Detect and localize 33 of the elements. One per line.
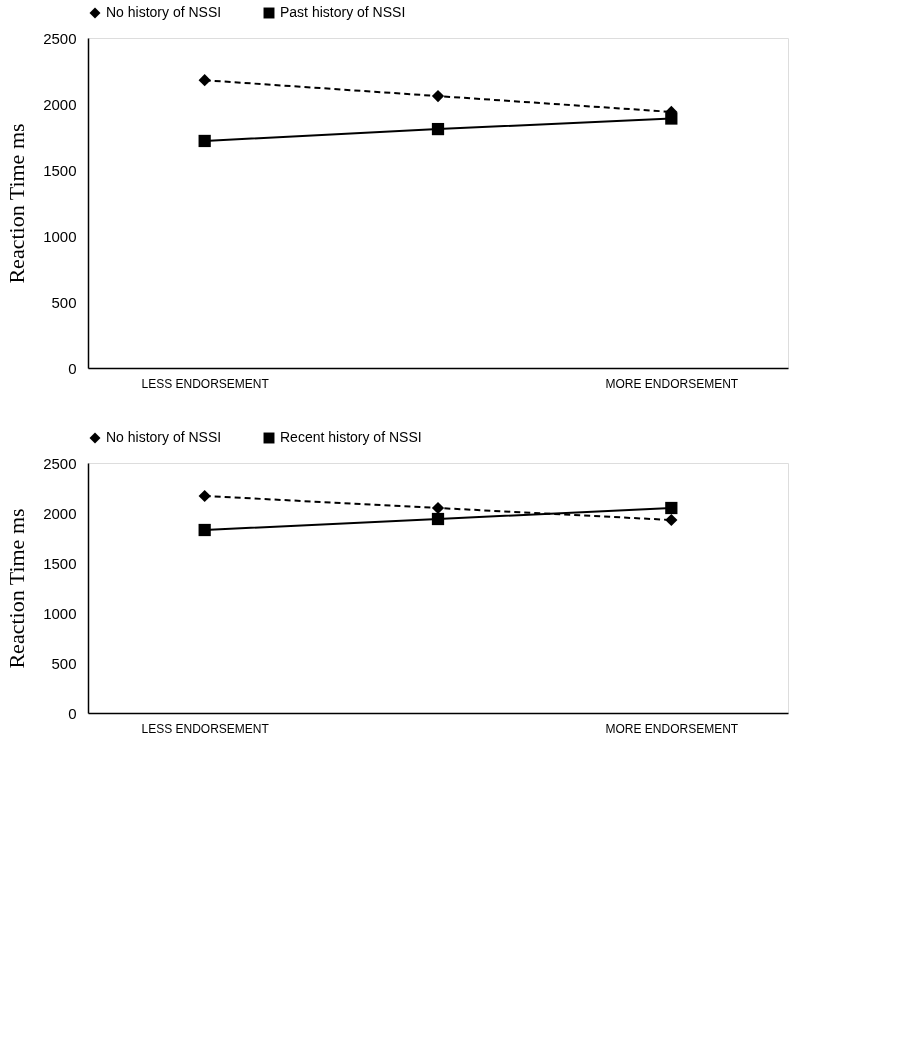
y-tick-label: 2500 <box>43 29 77 47</box>
point <box>665 112 678 125</box>
point <box>198 489 211 503</box>
point <box>665 501 678 515</box>
point <box>431 512 445 526</box>
y-tick-label: 2000 <box>43 95 77 113</box>
point <box>431 501 445 515</box>
y-tick-label: 0 <box>68 359 77 377</box>
y-tick-label: 1000 <box>43 227 77 245</box>
x-tick-label: LESS ENDORSEMENT <box>141 721 270 736</box>
y-tick-label: 2000 <box>43 504 77 522</box>
y-tick-label: 500 <box>51 293 77 311</box>
legend-label: No history of NSSI <box>106 429 222 445</box>
y-tick-label: 1500 <box>43 161 77 179</box>
y-tick-label: 0 <box>68 704 77 722</box>
y-tick-label: 500 <box>51 654 77 672</box>
y-axis-title: Reaction Time ms <box>4 123 30 284</box>
y-axis-title: Reaction Time ms <box>4 508 30 669</box>
point <box>665 513 678 527</box>
point <box>198 134 211 148</box>
y-tick-label: 2500 <box>43 454 77 472</box>
y-tick-label: 1500 <box>43 554 77 572</box>
x-tick-label: MORE ENDORSEMENT <box>605 376 739 391</box>
y-tick-label: 1000 <box>43 604 77 622</box>
x-tick-label: LESS ENDORSEMENT <box>141 376 270 391</box>
point <box>198 523 211 537</box>
x-tick-label: MORE ENDORSEMENT <box>605 721 739 736</box>
point <box>431 89 445 103</box>
legend-label: No history of NSSI <box>106 4 222 20</box>
point <box>431 122 445 136</box>
legend-label: Past history of NSSI <box>280 4 406 20</box>
legend-label: Recent history of NSSI <box>280 429 422 445</box>
point <box>198 74 211 87</box>
